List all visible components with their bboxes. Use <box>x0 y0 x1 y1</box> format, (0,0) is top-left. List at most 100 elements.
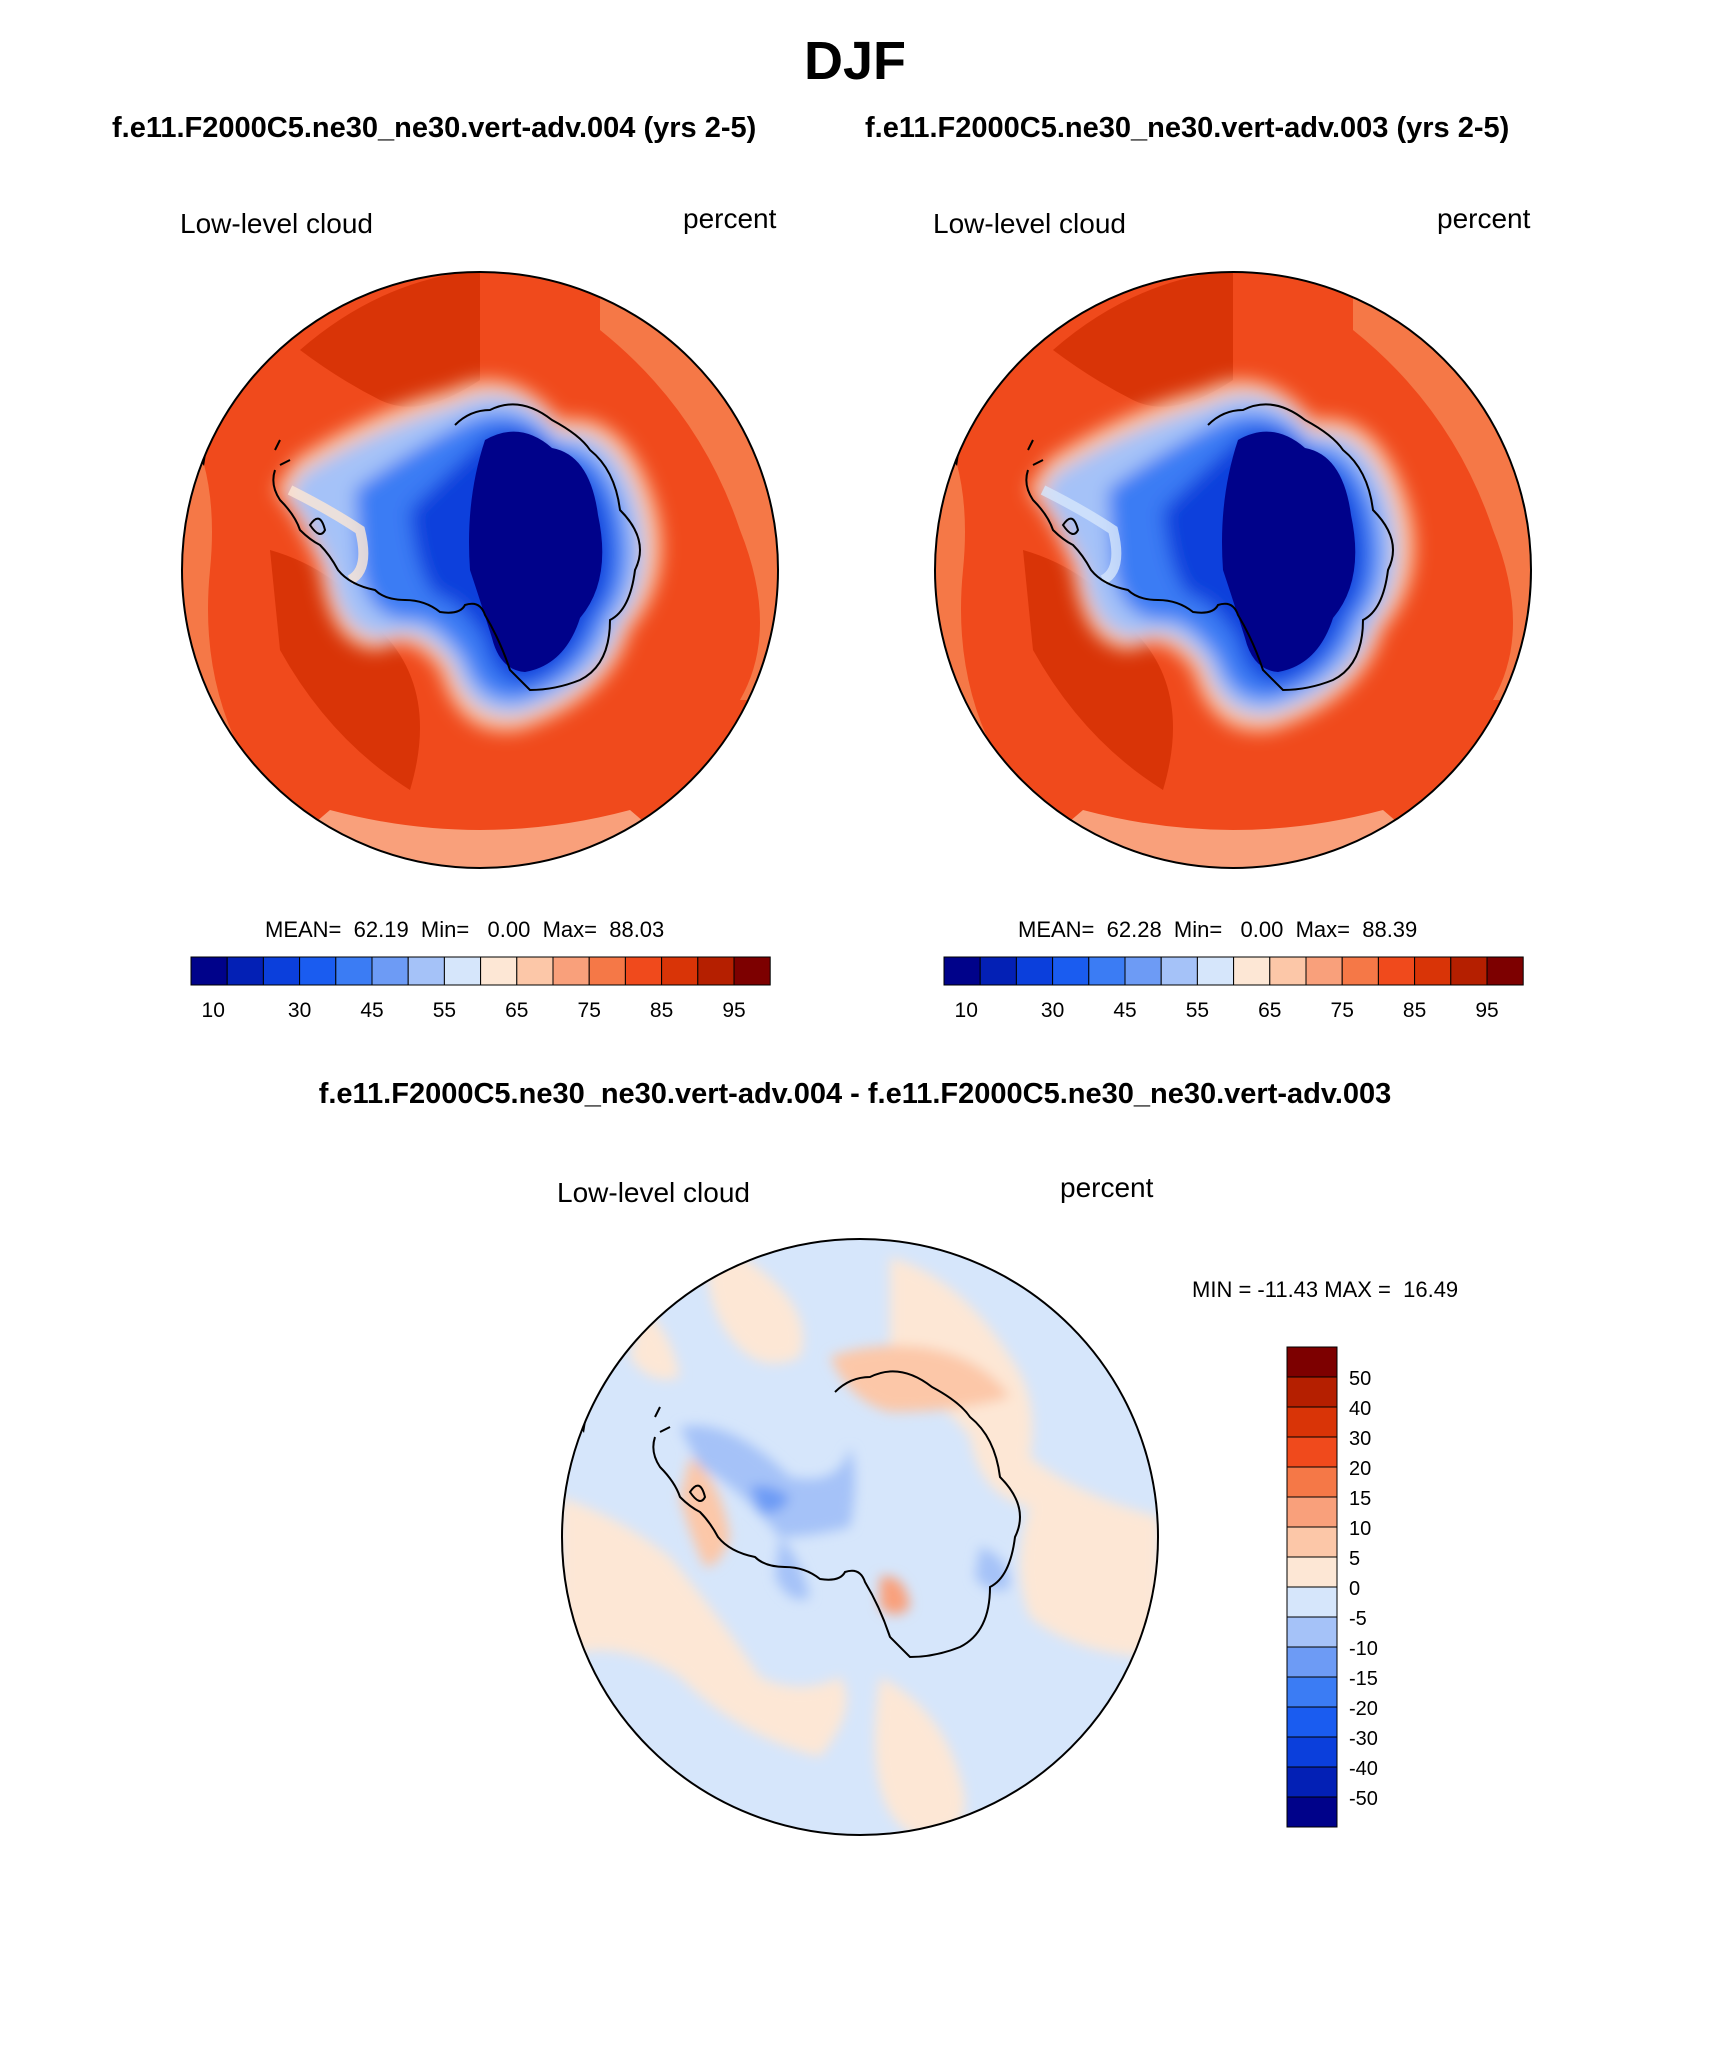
colorbar-swatch <box>190 956 228 986</box>
colorbar-swatch <box>1124 956 1162 986</box>
right-stats: MEAN= 62.28 Min= 0.00 Max= 88.39 <box>1018 917 1418 942</box>
diff-colorbar-tick-label: 40 <box>1349 1398 1371 1420</box>
colorbar-swatch <box>661 956 699 986</box>
colorbar-swatch <box>1052 956 1090 986</box>
difference-title: f.e11.F2000C5.ne30_ne30.vert-adv.004 - f… <box>318 1078 1392 1110</box>
left-map-dark-region-north <box>300 272 480 407</box>
colorbar-tick-label: 85 <box>1403 999 1426 1022</box>
diff-colorbar-tick-label: 5 <box>1349 1548 1360 1570</box>
colorbar-tick-label: 75 <box>1331 999 1354 1022</box>
colorbar-swatch <box>1015 956 1054 986</box>
colorbar-swatch <box>1450 956 1488 986</box>
diff-colorbar-swatch <box>1286 1466 1338 1498</box>
colorbar-swatch <box>262 956 301 986</box>
colorbar-tick-label: 10 <box>955 999 978 1022</box>
left-stats: MEAN= 62.19 Min= 0.00 Max= 88.03 <box>265 917 665 942</box>
colorbar-tick-label: 75 <box>578 999 601 1022</box>
difference-map-frame <box>561 1238 1159 1836</box>
right-map-dark-region-north <box>1053 272 1233 407</box>
diff-colorbar-swatch <box>1286 1496 1338 1528</box>
colorbar-swatch <box>1305 956 1343 986</box>
colorbar-tick-label: 95 <box>722 999 745 1022</box>
colorbar-swatch <box>1269 956 1307 986</box>
diff-colorbar-swatch <box>1286 1616 1338 1648</box>
colorbar-swatch <box>299 956 337 986</box>
diff-colorbar-swatch <box>1286 1706 1338 1738</box>
colorbar-swatch <box>943 956 981 986</box>
diff-units-label: percent <box>1060 1172 1154 1203</box>
right-colorbar: 10 30 45 55 65 75 85 95 <box>943 956 1524 1022</box>
figure-title: DJF <box>803 31 906 91</box>
colorbar-tick-label: 45 <box>360 999 383 1022</box>
colorbar-tick-label: 85 <box>650 999 673 1022</box>
colorbar-swatch <box>443 956 482 986</box>
colorbar-swatch <box>516 956 554 986</box>
diff-colorbar-swatch <box>1286 1796 1338 1828</box>
difference-map-coastline <box>652 1370 1021 1659</box>
left-map-frame <box>181 271 779 869</box>
diff-colorbar-tick-label: -30 <box>1349 1728 1378 1750</box>
diff-colorbar-tick-label: 20 <box>1349 1458 1371 1480</box>
left-colorbar-labels: 10 30 45 55 65 75 85 95 <box>202 999 746 1022</box>
difference-map <box>561 1238 1159 1836</box>
colorbar-swatch <box>733 956 771 986</box>
diff-colorbar-swatch <box>1286 1586 1338 1618</box>
left-case-title: f.e11.F2000C5.ne30_ne30.vert-adv.004 (yr… <box>112 112 757 144</box>
diff-colorbar-swatch <box>1286 1406 1338 1438</box>
right-units-label: percent <box>1437 203 1531 234</box>
right-map-frame <box>934 271 1532 869</box>
diff-colorbar-swatch <box>1286 1556 1338 1588</box>
diff-colorbar-tick-label: -20 <box>1349 1698 1378 1720</box>
diff-colorbar-swatch <box>1286 1676 1338 1708</box>
diff-colorbar-swatch <box>1286 1346 1338 1378</box>
diff-colorbar-swatch <box>1286 1736 1338 1768</box>
diff-variable-label: Low-level cloud <box>557 1177 750 1208</box>
colorbar-swatch <box>226 956 264 986</box>
diff-colorbar-tick-label: 10 <box>1349 1518 1371 1540</box>
colorbar-swatch <box>1377 956 1416 986</box>
colorbar-swatch <box>1486 956 1524 986</box>
right-map-core-low-cloud <box>1222 431 1356 672</box>
colorbar-swatch <box>624 956 663 986</box>
colorbar-tick-label: 10 <box>202 999 225 1022</box>
left-map-dark-region-west <box>270 550 420 790</box>
right-colorbar-swatches <box>943 956 1524 986</box>
colorbar-tick-label: 65 <box>1258 999 1281 1022</box>
colorbar-tick-label: 45 <box>1113 999 1136 1022</box>
colorbar-swatch <box>407 956 445 986</box>
left-map-core-low-cloud <box>469 431 603 672</box>
colorbar-swatch <box>1088 956 1126 986</box>
colorbar-swatch <box>552 956 590 986</box>
difference-colorbar-swatches <box>1286 1346 1338 1828</box>
left-colorbar-swatches <box>190 956 771 986</box>
colorbar-tick-label: 95 <box>1475 999 1498 1022</box>
colorbar-tick-label: 55 <box>433 999 456 1022</box>
colorbar-swatch <box>1414 956 1452 986</box>
colorbar-swatch <box>480 956 518 986</box>
diff-stats: MIN = -11.43 MAX = 16.49 <box>1192 1277 1459 1302</box>
colorbar-swatch <box>371 956 409 986</box>
colorbar-swatch <box>1341 956 1379 986</box>
right-case-title: f.e11.F2000C5.ne30_ne30.vert-adv.003 (yr… <box>865 112 1510 144</box>
colorbar-swatch <box>1160 956 1198 986</box>
diff-colorbar-swatch <box>1286 1526 1338 1558</box>
diff-colorbar-swatch <box>1286 1436 1338 1468</box>
colorbar-tick-label: 30 <box>1041 999 1064 1022</box>
colorbar-tick-label: 65 <box>505 999 528 1022</box>
diff-colorbar-tick-label: 15 <box>1349 1488 1371 1510</box>
right-colorbar-labels: 10 30 45 55 65 75 85 95 <box>955 999 1499 1022</box>
right-map-dark-region-west <box>1023 550 1173 790</box>
left-units-label: percent <box>683 203 777 234</box>
diff-colorbar-swatch <box>1286 1646 1338 1678</box>
right-map <box>934 271 1532 869</box>
diff-colorbar-tick-label: -15 <box>1349 1668 1378 1690</box>
left-map <box>181 271 779 869</box>
diff-colorbar-swatch <box>1286 1766 1338 1798</box>
diff-colorbar-tick-label: -5 <box>1349 1608 1367 1630</box>
colorbar-tick-label: 30 <box>288 999 311 1022</box>
colorbar-swatch <box>697 956 735 986</box>
colorbar-swatch <box>335 956 373 986</box>
diff-colorbar-tick-label: -10 <box>1349 1638 1378 1660</box>
